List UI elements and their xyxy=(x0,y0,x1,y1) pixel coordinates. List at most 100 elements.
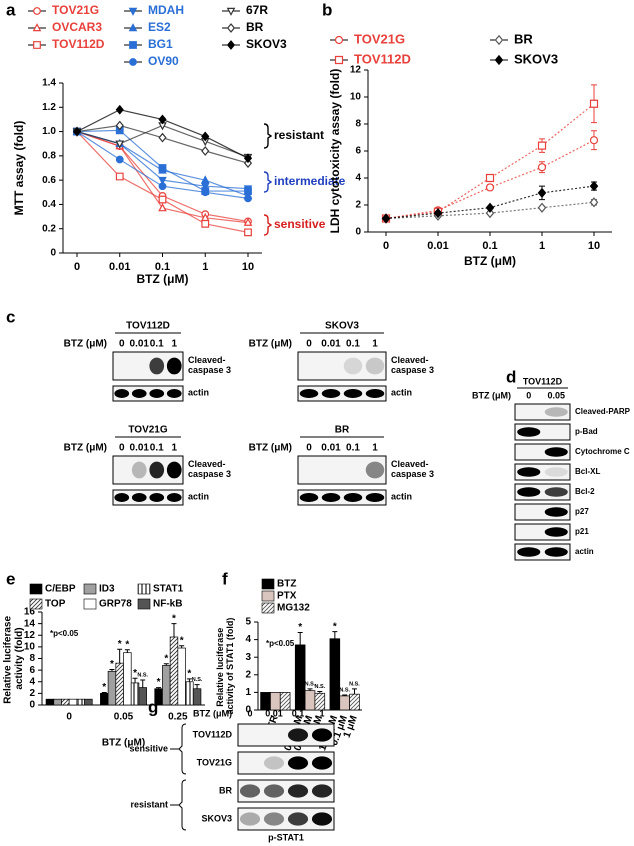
x-tick-label: 1 xyxy=(202,261,208,273)
band xyxy=(311,756,333,770)
lane-label: 0.1 xyxy=(346,339,360,350)
x-tick-label: 10 xyxy=(588,240,600,252)
legend-marker xyxy=(33,41,41,49)
band xyxy=(299,389,319,398)
data-point xyxy=(158,132,167,143)
row-label: Cytochrome C xyxy=(575,447,630,456)
legend-marker xyxy=(334,55,344,65)
bar xyxy=(260,692,271,711)
blot-frame xyxy=(297,351,387,381)
data-point xyxy=(200,175,210,184)
band xyxy=(287,728,309,742)
band xyxy=(544,527,568,537)
significance: N.S. xyxy=(339,687,350,693)
band xyxy=(166,357,182,375)
legend-label: BR xyxy=(246,20,264,34)
error-bar xyxy=(124,649,130,653)
data-point xyxy=(115,155,124,164)
legend-label: SKOV3 xyxy=(246,37,287,51)
bracket xyxy=(263,123,273,149)
annotation: resistant xyxy=(274,128,324,142)
y-tick-label: 0.2 xyxy=(42,223,56,234)
error-bar xyxy=(332,631,338,639)
blot-frame xyxy=(112,385,184,402)
legend-marker xyxy=(128,23,138,32)
y-tick-label: 8 xyxy=(29,653,35,664)
x-tick-label: 10 xyxy=(242,261,254,273)
legend-swatch xyxy=(29,583,43,595)
bar xyxy=(169,636,179,706)
legend-marker xyxy=(334,35,344,45)
panel-label: f xyxy=(222,569,228,588)
legend-marker xyxy=(226,40,236,50)
group-label: resistant xyxy=(130,799,168,809)
y-tick-label: 1.0 xyxy=(42,126,56,137)
data-point xyxy=(200,182,210,192)
legend-label: TOV21G xyxy=(52,3,99,17)
legend-label: MG132 xyxy=(277,603,310,614)
band xyxy=(149,493,165,502)
legend-marker xyxy=(226,7,236,16)
lane-label: 1 xyxy=(171,443,177,454)
band xyxy=(544,487,568,497)
band xyxy=(287,784,309,798)
dose-label: BTZ (μM) xyxy=(193,708,232,718)
y-axis-label: LDH cytotoxicity assay (fold) xyxy=(328,69,342,234)
lane-label: 0 xyxy=(306,443,312,454)
blot-title: BR xyxy=(335,425,350,436)
row-label: p27 xyxy=(575,507,589,516)
data-point xyxy=(158,203,167,212)
row-label: SKOV3 xyxy=(201,813,232,823)
y-tick-label: 12 xyxy=(24,630,36,641)
bar xyxy=(123,652,132,706)
bar xyxy=(177,647,186,706)
blot-frame xyxy=(237,751,335,775)
band xyxy=(131,461,147,479)
data-point xyxy=(201,146,210,156)
dose-label: BTZ (μM) xyxy=(64,443,107,454)
band xyxy=(311,812,333,826)
data-point xyxy=(589,99,599,108)
legend-marker xyxy=(33,7,41,15)
y-tick-label: 0 xyxy=(50,248,56,259)
y-tick-label: 1.2 xyxy=(42,102,56,113)
x-tick-label: 0.01 xyxy=(427,240,448,252)
significance: * xyxy=(172,613,176,624)
y-tick-label: 8 xyxy=(355,119,361,130)
data-point xyxy=(244,228,252,237)
error-bar xyxy=(132,677,138,683)
bar xyxy=(76,698,85,706)
band xyxy=(239,784,261,798)
data-point xyxy=(201,219,210,228)
bar xyxy=(61,698,70,706)
error-bar xyxy=(140,679,146,688)
legend-label: NF-kB xyxy=(153,599,182,610)
brace xyxy=(178,779,187,831)
significance: * xyxy=(125,639,129,650)
y-axis-label: MTT assay (fold) xyxy=(12,121,26,216)
legend-label: PTX xyxy=(277,591,297,602)
band xyxy=(149,357,165,375)
row-label: actin xyxy=(391,388,412,398)
dose-label: BTZ (μM) xyxy=(64,339,107,350)
error-bar xyxy=(156,687,162,689)
data-point xyxy=(485,207,495,219)
significance: * xyxy=(164,653,168,664)
error-bar xyxy=(351,688,357,695)
x-axis-label: BTZ (μM) xyxy=(464,254,516,268)
lane-label: 0 xyxy=(247,708,252,718)
band xyxy=(365,493,385,502)
significance: * xyxy=(118,639,122,650)
legend-label: SKOV3 xyxy=(514,51,558,66)
blot-title: SKOV3 xyxy=(325,321,359,332)
band xyxy=(544,447,568,457)
panel-label: a xyxy=(6,0,16,19)
data-point xyxy=(589,136,599,145)
band xyxy=(311,728,333,742)
significance: * xyxy=(333,621,337,632)
data-point xyxy=(537,163,547,172)
legend-marker xyxy=(494,54,504,66)
bracket xyxy=(263,214,273,236)
x-tick-label: 0 xyxy=(66,712,72,723)
lane-label: 0 xyxy=(119,443,125,454)
